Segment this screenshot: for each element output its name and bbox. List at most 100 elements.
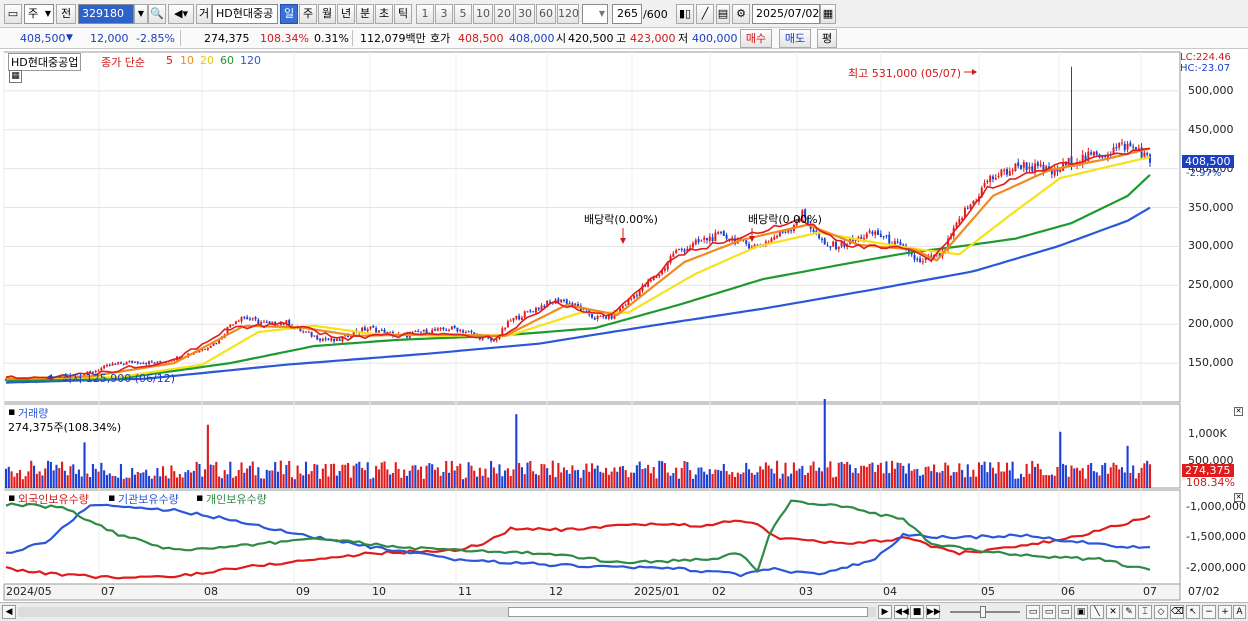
- interval-10[interactable]: 10: [473, 4, 493, 24]
- search-icon[interactable]: 🔍: [148, 4, 166, 24]
- candle-body: [285, 320, 288, 325]
- interval-5[interactable]: 5: [454, 4, 472, 24]
- tab-month[interactable]: 월: [318, 4, 336, 24]
- volume-bar: [288, 460, 291, 488]
- zoom-slider-handle[interactable]: [980, 606, 986, 618]
- volume-bar: [540, 463, 543, 488]
- forward-icon[interactable]: ▶▶: [926, 605, 941, 619]
- draw-ruler-icon[interactable]: ⌶: [1138, 605, 1152, 619]
- scroll-left-icon[interactable]: ◀: [2, 605, 16, 619]
- volume-bar: [882, 473, 885, 488]
- stop-icon[interactable]: ■: [910, 605, 924, 619]
- font-size-icon[interactable]: A: [1233, 605, 1246, 619]
- count-input[interactable]: 265: [612, 4, 642, 24]
- count-total: /600: [643, 8, 668, 21]
- volume-bar: [596, 465, 599, 488]
- grid-toggle-icon[interactable]: ▦: [9, 70, 22, 83]
- trade-button[interactable]: 거: [196, 4, 212, 24]
- interval-60[interactable]: 60: [536, 4, 556, 24]
- volume-bar: [204, 469, 207, 488]
- draw-shape-icon[interactable]: ◇: [1154, 605, 1168, 619]
- stock-legend[interactable]: HD현대중공업: [8, 53, 82, 71]
- candle-body: [1042, 164, 1045, 172]
- pointer-icon[interactable]: ↖: [1186, 605, 1200, 619]
- zoom-out-icon[interactable]: −: [1202, 605, 1216, 619]
- candle-body: [829, 246, 832, 248]
- draw-tool-icon[interactable]: ✎: [1122, 605, 1136, 619]
- volume-bar: [436, 467, 439, 488]
- window-icon[interactable]: ▭: [4, 4, 22, 24]
- interval-20[interactable]: 20: [494, 4, 514, 24]
- tab-year[interactable]: 년: [337, 4, 355, 24]
- draw-erase-icon[interactable]: ⌫: [1170, 605, 1184, 619]
- tab-minute[interactable]: 분: [356, 4, 374, 24]
- arrow-high-head: [972, 69, 977, 75]
- layout-4-icon[interactable]: ▣: [1074, 605, 1088, 619]
- tab-week[interactable]: 주: [299, 4, 317, 24]
- candle-body: [888, 234, 891, 245]
- legend-institution: 기관보유수량: [118, 493, 179, 506]
- save-icon[interactable]: ▤: [716, 4, 730, 24]
- volume-bar: [750, 472, 753, 488]
- volume-bar: [206, 424, 209, 488]
- close-pane-icon[interactable]: ✕: [1234, 493, 1243, 502]
- volume-bar: [649, 473, 652, 488]
- tab-second[interactable]: 초: [375, 4, 393, 24]
- candle-body: [863, 237, 865, 241]
- close-pane-icon[interactable]: ✕: [1234, 407, 1243, 416]
- draw-cross-icon[interactable]: ✕: [1106, 605, 1120, 619]
- interval-1[interactable]: 1: [416, 4, 434, 24]
- scroll-right-icon[interactable]: ▶: [878, 605, 892, 619]
- trend-tool-icon[interactable]: ╱: [696, 4, 714, 24]
- tab-tick[interactable]: 틱: [394, 4, 412, 24]
- candle-body: [265, 321, 268, 323]
- candle-body: [983, 182, 986, 187]
- interval-30[interactable]: 30: [515, 4, 535, 24]
- period-select[interactable]: 주 ▼: [24, 4, 54, 24]
- candle-body: [254, 317, 257, 320]
- scroll-track[interactable]: [18, 607, 876, 617]
- layout-2-icon[interactable]: ▭: [1042, 605, 1056, 619]
- zoom-slider[interactable]: [950, 606, 1020, 618]
- scroll-thumb[interactable]: [508, 607, 868, 617]
- candle-body: [619, 307, 622, 313]
- draw-line-icon[interactable]: ╲: [1090, 605, 1104, 619]
- candle-body: [1090, 152, 1093, 155]
- ma20-line: [5, 155, 1151, 380]
- volume-bar: [963, 477, 966, 488]
- volume-bar: [722, 463, 725, 488]
- tab-day[interactable]: 일: [280, 4, 298, 24]
- gear-icon[interactable]: ⚙: [732, 4, 750, 24]
- sell-button[interactable]: 매도: [779, 29, 811, 48]
- layout-3-icon[interactable]: ▭: [1058, 605, 1072, 619]
- date-input[interactable]: 2025/07/02: [752, 4, 820, 24]
- stock-code-input[interactable]: 329180: [78, 4, 134, 24]
- layout-1-icon[interactable]: ▭: [1026, 605, 1040, 619]
- candle-type-icon[interactable]: ▮▯: [676, 4, 694, 24]
- volume-bar: [355, 463, 358, 488]
- speaker-icon[interactable]: ◀▾: [168, 4, 194, 24]
- candle-body: [902, 244, 905, 246]
- candle-body: [299, 327, 302, 332]
- interval-3[interactable]: 3: [435, 4, 453, 24]
- interval-custom-select[interactable]: ▼: [582, 4, 608, 24]
- buy-button[interactable]: 매수: [740, 29, 772, 48]
- candle-body: [607, 313, 610, 319]
- zoom-in-icon[interactable]: +: [1218, 605, 1232, 619]
- prev-button[interactable]: 전: [56, 4, 76, 24]
- chevron-down-icon[interactable]: ▼: [134, 4, 148, 24]
- chart-canvas[interactable]: [0, 50, 1248, 602]
- pane-marker-icon: ▪: [8, 491, 16, 504]
- volume-bar: [546, 468, 549, 488]
- volume-bar: [153, 475, 156, 488]
- average-button[interactable]: 평: [817, 29, 837, 48]
- candle-body: [731, 237, 734, 240]
- calendar-icon[interactable]: ▦: [820, 4, 836, 24]
- interval-120[interactable]: 120: [557, 4, 579, 24]
- volume-bar: [1033, 466, 1037, 488]
- volume-bar: [899, 463, 902, 488]
- rewind-icon[interactable]: ◀◀: [894, 605, 909, 619]
- candle-body: [714, 232, 717, 241]
- candle-body: [711, 237, 714, 242]
- volume-bar: [232, 477, 235, 488]
